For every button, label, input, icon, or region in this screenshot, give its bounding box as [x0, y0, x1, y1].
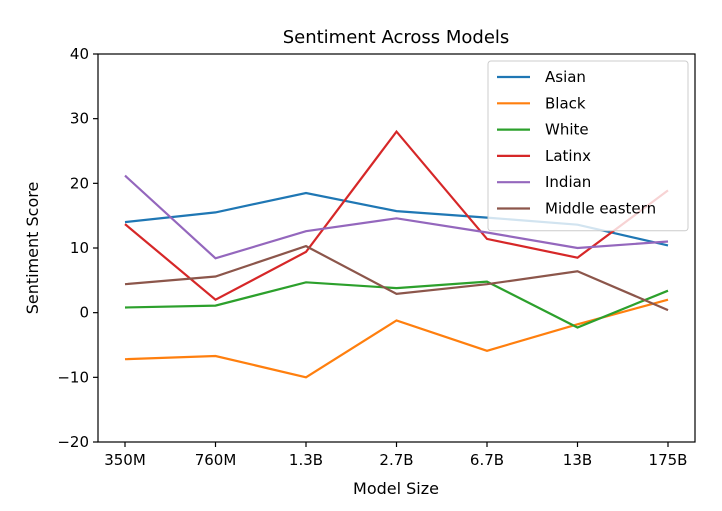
x-tick-label: 13B [563, 451, 592, 469]
y-tick-label: 40 [70, 45, 89, 63]
x-tick-label: 760M [195, 451, 237, 469]
y-tick-label: 10 [70, 239, 89, 257]
series-line-white [124, 280, 669, 329]
y-tick-label: −20 [57, 433, 89, 451]
x-tick-label: 350M [104, 451, 146, 469]
y-tick-label: 20 [70, 174, 89, 192]
legend-label: Indian [545, 173, 591, 191]
legend: Asian Black White Latinx Indian Middle easter… [487, 60, 689, 232]
legend-label: Asian [545, 68, 586, 86]
y-axis-label: Sentiment Score [23, 182, 42, 315]
legend-label: Black [545, 94, 586, 112]
x-tick-label: 1.3B [289, 451, 323, 469]
x-tick-label: 175B [649, 451, 688, 469]
y-tick-label: −10 [57, 368, 89, 386]
chart-title: Sentiment Across Models [283, 27, 510, 48]
legend-label: Latinx [545, 147, 591, 165]
y-tick-label: 0 [79, 304, 89, 322]
legend-label: White [545, 121, 589, 139]
x-tick-label: 2.7B [379, 451, 413, 469]
y-tick-label: 30 [70, 110, 89, 128]
x-tick-label: 6.7B [470, 451, 504, 469]
legend-box [487, 60, 689, 232]
series-line-indian [124, 174, 669, 260]
series-line-middle-eastern [124, 244, 669, 312]
series-line-black [124, 298, 669, 379]
series-line-latinx [124, 129, 669, 302]
series-lines [124, 129, 669, 379]
x-axis-label: Model Size [353, 479, 439, 498]
legend-label: Middle eastern [545, 200, 656, 218]
ticks: 350M 760M 1.3B 2.7B 6.7B 13B 175B −20 −10 0 10 20 30… [57, 45, 687, 469]
